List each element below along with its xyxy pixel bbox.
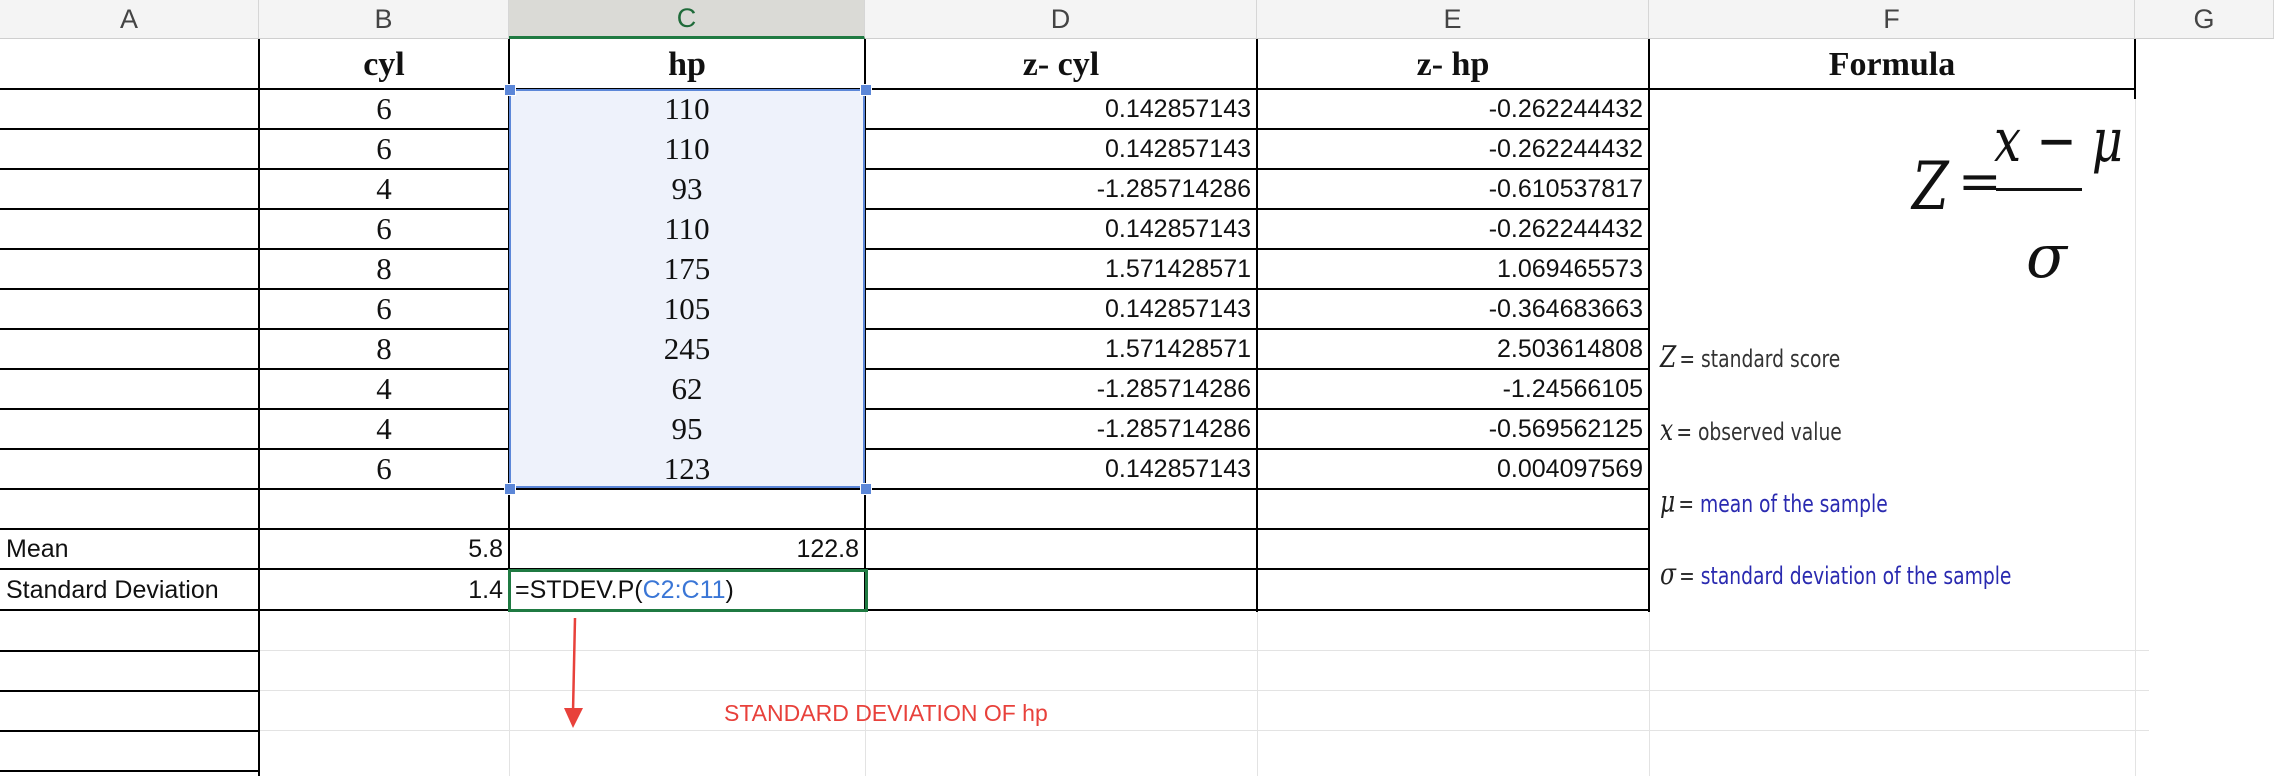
equation-denominator: σ — [2026, 222, 2067, 292]
cell-hp[interactable]: 62 — [671, 371, 703, 406]
cell-zcyl[interactable]: 0.142857143 — [1105, 94, 1251, 123]
cell-zcyl[interactable]: 1.571428571 — [1105, 334, 1251, 363]
fraction-bar — [1996, 188, 2082, 191]
col-header-b[interactable]: B — [259, 0, 509, 39]
annotation-text: STANDARD DEVIATION OF hp — [724, 699, 1048, 726]
selection-handle-tl[interactable] — [504, 84, 516, 96]
cell-zcyl[interactable]: 0.142857143 — [1105, 294, 1251, 323]
cell-cyl[interactable]: 8 — [376, 251, 392, 286]
col-header-d[interactable]: D — [865, 0, 1257, 39]
header-z-cyl[interactable]: z- cyl — [1022, 46, 1100, 83]
equation-numerator: x − μ — [1994, 106, 2123, 176]
header-z-hp[interactable]: z- hp — [1416, 46, 1490, 83]
cell-hp[interactable]: 95 — [671, 411, 703, 446]
sd-cyl[interactable]: 1.4 — [468, 575, 503, 604]
cell-zhp[interactable]: -0.364683663 — [1488, 294, 1643, 323]
cell-zhp[interactable]: 2.503614808 — [1497, 334, 1643, 363]
mean-hp[interactable]: 122.8 — [796, 535, 859, 563]
cell-hp[interactable]: 110 — [664, 91, 710, 126]
annotation-arrow — [564, 617, 583, 728]
equation-equals: = — [1958, 152, 2002, 212]
col-header-c[interactable]: C — [509, 0, 865, 39]
cell-zcyl[interactable]: 0.142857143 — [1105, 134, 1251, 163]
col-header-f[interactable]: F — [1649, 0, 2135, 39]
active-cell-border[interactable] — [508, 569, 868, 612]
sd-hp-formula-cell[interactable]: =STDEV.P(C2:C11) — [509, 570, 865, 610]
cell-cyl[interactable]: 6 — [376, 131, 392, 166]
cell-zcyl[interactable]: -1.285714286 — [1096, 414, 1251, 443]
col-header-g[interactable]: G — [2135, 0, 2274, 39]
cell-zhp[interactable]: -0.262244432 — [1488, 94, 1643, 123]
cell-cyl[interactable]: 8 — [376, 331, 392, 366]
cell-hp[interactable]: 93 — [671, 171, 703, 206]
header-cyl[interactable]: cyl — [363, 46, 405, 83]
cell-hp[interactable]: 110 — [664, 131, 710, 166]
cell-zhp[interactable]: 0.004097569 — [1497, 454, 1643, 483]
header-formula[interactable]: Formula — [1828, 46, 1956, 83]
selection-handle-br[interactable] — [860, 483, 872, 495]
sd-label[interactable]: Standard Deviation — [6, 575, 219, 604]
cell-hp[interactable]: 105 — [663, 291, 711, 326]
selection-fill — [509, 89, 865, 488]
equation-lhs: Z — [1912, 148, 1949, 225]
cell-zcyl[interactable]: -1.285714286 — [1096, 374, 1251, 403]
selection-range[interactable] — [509, 89, 865, 488]
col-header-a[interactable]: A — [0, 0, 259, 39]
mean-cyl[interactable]: 5.8 — [468, 535, 503, 563]
cell-zhp[interactable]: -0.569562125 — [1488, 414, 1643, 443]
cell-zhp[interactable]: 1.069465573 — [1497, 254, 1643, 283]
formula-suffix: ) — [725, 575, 734, 604]
cell-cyl[interactable]: 4 — [376, 371, 392, 406]
cell-hp[interactable]: 245 — [663, 331, 711, 366]
selection-handle-tr[interactable] — [860, 84, 872, 96]
header-hp[interactable]: hp — [668, 46, 706, 83]
legend-mu: μ = mean of the sample — [1660, 485, 1888, 520]
cell-zcyl[interactable]: -1.285714286 — [1096, 174, 1251, 203]
formula-prefix: =STDEV.P( — [515, 575, 643, 604]
cell-zhp[interactable]: -0.262244432 — [1488, 134, 1643, 163]
cell-zhp[interactable]: -0.610537817 — [1488, 174, 1643, 203]
cell-zcyl[interactable]: 0.142857143 — [1105, 214, 1251, 243]
cell-zhp[interactable]: -1.24566105 — [1502, 374, 1643, 403]
cell-hp[interactable]: 110 — [664, 211, 710, 246]
mean-label[interactable]: Mean — [6, 535, 69, 563]
cell-cyl[interactable]: 4 — [376, 171, 392, 206]
legend-sigma: σ = standard deviation of the sample — [1660, 557, 2012, 592]
cell-cyl[interactable]: 6 — [376, 211, 392, 246]
cell-cyl[interactable]: 6 — [376, 291, 392, 326]
legend-x: x = observed value — [1660, 413, 1842, 448]
legend-z: Z = standard score — [1660, 340, 1841, 375]
cell-zcyl[interactable]: 1.571428571 — [1105, 254, 1251, 283]
cell-cyl[interactable]: 6 — [376, 451, 392, 486]
cell-hp[interactable]: 175 — [663, 251, 711, 286]
cell-zhp[interactable]: -0.262244432 — [1488, 214, 1643, 243]
formula-range-ref: C2:C11 — [642, 575, 726, 604]
col-header-e[interactable]: E — [1257, 0, 1649, 39]
cell-zcyl[interactable]: 0.142857143 — [1105, 454, 1251, 483]
cell-cyl[interactable]: 6 — [376, 91, 392, 126]
selection-handle-bl[interactable] — [504, 483, 516, 495]
cell-cyl[interactable]: 4 — [376, 411, 392, 446]
cell-hp[interactable]: 123 — [663, 451, 711, 486]
